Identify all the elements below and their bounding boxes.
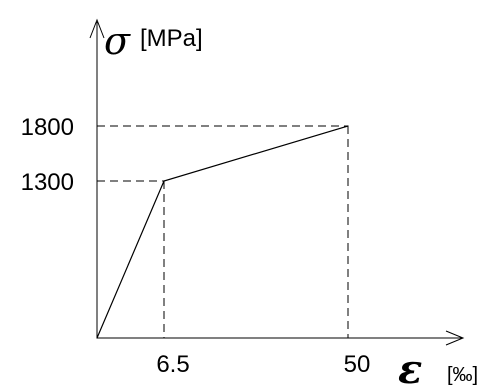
y-axis-arrow bbox=[89, 18, 105, 39]
data-point-1 bbox=[163, 180, 165, 182]
y-axis-symbol: σ bbox=[104, 19, 131, 63]
series-group bbox=[96, 125, 349, 339]
series-line-0 bbox=[96, 125, 349, 339]
data-point-0 bbox=[96, 337, 98, 339]
x-tick-label-0: 6.5 bbox=[156, 351, 189, 378]
x-axis-symbol: ε bbox=[398, 346, 422, 385]
reference-lines bbox=[97, 125, 349, 338]
y-tick-label-1: 1800 bbox=[21, 114, 74, 141]
x-axis-arrow bbox=[445, 330, 465, 346]
tick-labels: 1300 1800 6.5 50 bbox=[21, 114, 371, 378]
x-axis-unit: [‰] bbox=[447, 364, 478, 385]
x-tick-label-1: 50 bbox=[344, 351, 371, 378]
y-tick-label-0: 1300 bbox=[21, 169, 74, 196]
y-axis-unit: [MPa] bbox=[140, 25, 203, 52]
data-point-2 bbox=[347, 125, 349, 127]
